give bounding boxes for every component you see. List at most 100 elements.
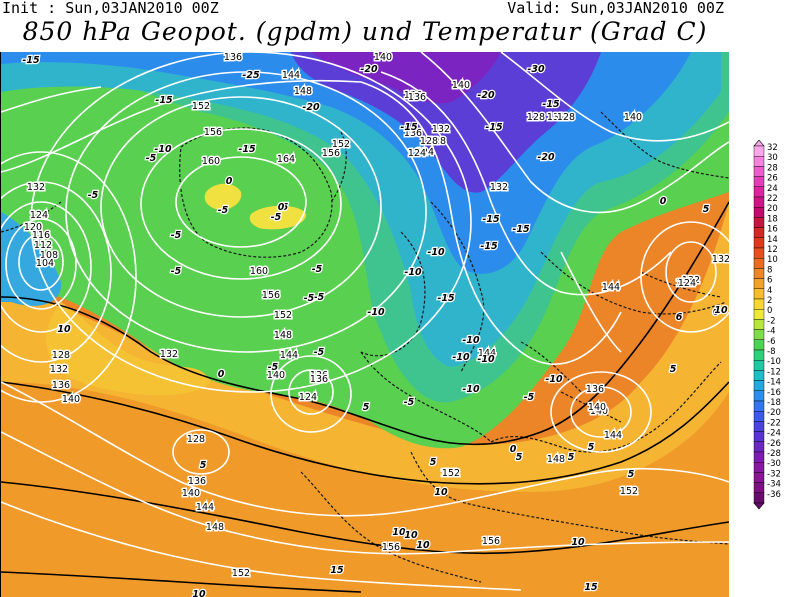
legend-tick-label: 20 [767,204,778,214]
legend-tick-label: -28 [767,449,781,459]
legend-tick-label: -12 [767,367,781,377]
geopotential-label: 136 [586,384,604,395]
color-scale-legend: 32 30 28 26 24 22 20 18 16 14 12 10 8 6 4 2 0 -2 -4 -6 -8 -10… [752,140,788,512]
geopotential-label: 132 [160,349,178,360]
legend-arrow-top [753,140,765,147]
temperature-label: 0 [278,202,285,213]
legend-tick-label: 10 [767,255,778,265]
geopotential-contours [1,52,729,591]
temperature-label: -20 [302,102,320,113]
geopotential-label: 128 [428,136,446,147]
legend-tick-label: -16 [767,388,781,398]
temperature-label: -5 [278,202,289,213]
temperature-label: 0 [713,307,720,318]
west-yellow-finger [46,302,212,396]
geopotential-label: 132 [712,254,729,265]
legend-tick-label: 4 [767,286,772,296]
temperature-label: -5 [314,347,325,358]
geopotential-label: 152 [441,468,459,479]
temperature-label: -15 [400,122,418,133]
chart-title: 850 hPa Geopot. (gpdm) und Temperatur (G… [22,17,708,46]
temperature-label: 5 [670,364,677,375]
legend-tick-label: 0 [767,306,772,316]
temperature-label: -15 [482,214,500,225]
legend-swatch [753,186,765,198]
legend-tick-label: 2 [767,296,772,306]
legend-swatch [753,431,765,443]
legend-tick-label: -36 [767,490,781,500]
geopotential-label: 144 [280,350,298,361]
geopotential-label: 140 [590,406,608,417]
iceland-warm-spot-2 [249,205,307,230]
temperature-label: -5 [314,292,325,303]
legend-tick-label: 24 [767,184,778,194]
temperature-label: -15 [480,241,498,252]
temperature-label: -10 [452,352,470,363]
legend-swatch [753,359,765,371]
geopotential-label: 156 [262,290,280,301]
isotherms [1,201,729,593]
geopotential-label: 132 [490,182,508,193]
geopotential-label: 136 [224,52,242,63]
legend-tick-label: -24 [767,429,781,439]
geopotential-label: 128 [420,136,438,147]
geopotential-label: 160 [202,156,220,167]
legend-swatch [753,492,765,504]
geopotential-label: 132 [547,112,565,123]
geopotential-label: 144 [478,348,496,359]
geopotential-label: 140 [267,370,285,381]
geopotential-label: 136 [52,380,70,391]
geopotential-label: 152 [332,139,350,150]
valid-time: Valid: Sun,03JAN2010 00Z [507,0,724,17]
legend-swatch [753,421,765,432]
legend-swatch [753,339,765,351]
temperature-label: -15 [542,99,560,110]
temperature-label: 10 [571,537,585,548]
legend-swatch [753,319,765,330]
temperature-label: -15 [437,293,455,304]
purple-zone [291,52,601,193]
geopotential-label: 124 [299,392,317,403]
geopotential-label: 132 [50,364,68,375]
temperature-label: 0 [510,444,517,455]
temperature-label: -10 [477,354,495,365]
legend-tick-label: -26 [767,439,781,449]
geopotential-label: 164 [277,154,295,165]
geopotential-label: 132 [432,124,450,135]
geopotential-label: 136 [408,92,426,103]
legend-tick-label: 12 [767,245,778,255]
geopotential-label: 104 [36,258,54,269]
legend-swatch [753,472,765,483]
legend-swatch [753,176,765,187]
legend-tick-label: 8 [767,265,772,275]
geopotential-label: 108 [40,250,58,261]
geopotential-label: 144 [196,502,214,513]
legend-swatch [753,462,765,473]
legend-swatch [753,298,765,310]
temperature-label: 5 [363,402,370,413]
temperature-label: -5 [304,293,315,304]
geopotential-label: 136 [188,476,206,487]
temperature-label: 5 [703,204,710,215]
legend-tick-label: -10 [767,357,781,367]
geopotential-label: 116 [32,230,50,241]
temperature-label: -5 [404,397,415,408]
legend-tick-label: 32 [767,143,778,153]
temperature-label: -15 [512,224,530,235]
legend-swatch [753,411,765,422]
legend-tick-label: 26 [767,174,778,184]
legend-tick-label: -6 [767,337,775,347]
temperature-label: -15 [485,122,503,133]
legend-swatch [753,166,765,177]
geopotential-label: 124 [416,147,434,158]
init-time: Init : Sun,03JAN2010 00Z [2,0,219,17]
temperature-label: 10 [404,530,418,541]
legend-swatch [753,329,765,341]
geopotential-label: 136 [310,374,328,385]
geopotential-label: 152 [192,101,210,112]
temperature-label: -10 [154,144,172,155]
temperature-label: -20 [477,90,495,101]
temperature-label: 5 [588,442,595,453]
geopotential-label: 128 [557,112,575,123]
